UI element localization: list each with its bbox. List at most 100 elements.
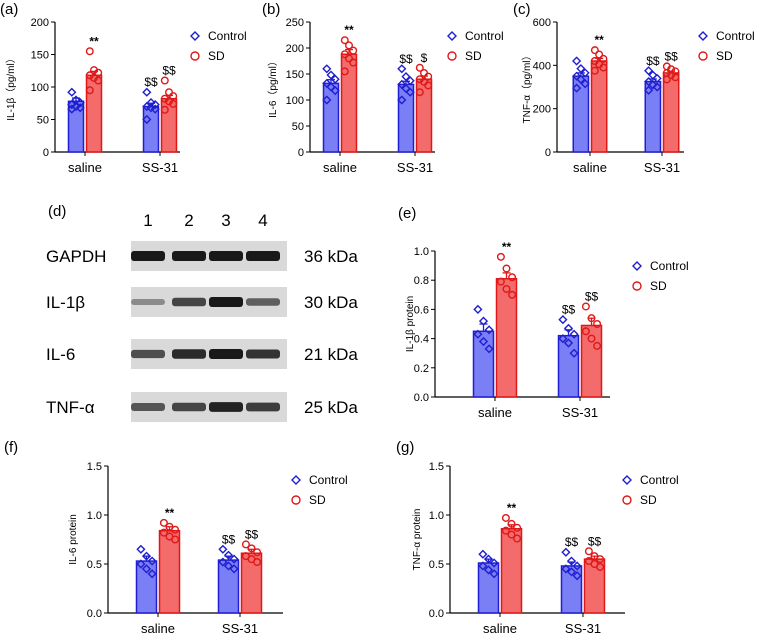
- data-point: [223, 550, 234, 560]
- blot-band: [246, 402, 280, 412]
- data-point: [593, 320, 602, 329]
- chart-b: (b) 0 50 100 150 200 250 IL-6（pg/ml） saline SS-31…: [262, 1, 504, 175]
- y-axis-label: TNF-α protein: [412, 509, 423, 571]
- bar-sd-ss-31: [580, 324, 603, 398]
- data-point: [590, 66, 599, 75]
- data-point: [159, 518, 168, 527]
- significance-label: **: [344, 23, 354, 37]
- data-point: [496, 252, 505, 261]
- data-point: [572, 83, 582, 93]
- y-tick-label: 400: [533, 60, 551, 72]
- x-tick-label: saline: [573, 160, 607, 175]
- y-tick-label: 0.8: [414, 275, 429, 287]
- chart-f: (f) 0.0 0.5 1.0 1.5 IL-6 protein saline SS-31 **…: [4, 439, 348, 636]
- legend-marker-sd: [632, 281, 642, 291]
- x-tick-label: saline: [323, 160, 357, 175]
- data-point: [572, 56, 582, 66]
- data-point: [405, 87, 415, 97]
- bar-control-saline: [135, 560, 158, 614]
- legend-marker-sd: [190, 51, 200, 61]
- bar-control-ss-31: [142, 105, 160, 153]
- y-tick-label: 1.0: [429, 510, 444, 522]
- data-point: [563, 338, 574, 348]
- chart-a: (a) 0 50 100 150 200 IL-1β（pg/ml） saline SS-31 **…: [0, 1, 247, 175]
- blot-band: [172, 402, 206, 412]
- data-point: [473, 304, 483, 314]
- significance-label: **: [165, 506, 175, 520]
- bar-sd-ss-31: [662, 72, 680, 153]
- legend-label: Control: [716, 29, 755, 43]
- data-point: [141, 564, 152, 574]
- legend-marker-control: [447, 31, 457, 41]
- data-point: [160, 105, 169, 114]
- y-tick-label: 100: [286, 95, 304, 107]
- molecular-weight-label: 30 kDa: [304, 293, 358, 312]
- data-point: [218, 544, 228, 554]
- data-point: [652, 73, 662, 83]
- legend-marker-sd: [447, 51, 457, 61]
- data-point: [576, 74, 586, 85]
- data-point: [667, 71, 676, 80]
- y-axis-label: IL-6 protein: [68, 514, 79, 565]
- blot-band: [131, 349, 165, 359]
- y-tick-label: 0: [43, 147, 49, 159]
- significance-label: **: [594, 33, 604, 47]
- data-point: [662, 75, 671, 84]
- protein-label: IL-1β: [46, 293, 85, 312]
- y-tick-label: 0.6: [414, 304, 429, 316]
- data-point: [171, 535, 180, 544]
- significance-label: $$: [399, 52, 413, 66]
- data-point: [171, 525, 180, 534]
- data-point: [405, 76, 415, 86]
- blot-band: [131, 403, 165, 411]
- data-point: [513, 534, 522, 543]
- data-point: [648, 80, 658, 90]
- data-point: [484, 325, 494, 335]
- data-point: [340, 67, 349, 76]
- y-tick-label: 50: [292, 121, 304, 133]
- data-point: [590, 46, 599, 55]
- data-point: [169, 99, 178, 108]
- data-point: [596, 562, 605, 571]
- data-point: [136, 544, 146, 554]
- blot-band: [131, 251, 165, 261]
- legend-label: SD: [309, 493, 326, 507]
- data-point: [67, 87, 77, 97]
- y-axis-label: IL-1β（pg/ml）: [5, 53, 17, 120]
- chart-c: (c) 0 200 400 600 TNF-α（pg/ml） saline SS-31 ** $$…: [513, 1, 755, 175]
- data-point: [397, 95, 407, 105]
- data-point: [147, 556, 157, 566]
- x-tick-label: SS-31: [562, 405, 598, 420]
- legend-marker-control: [622, 475, 632, 485]
- x-tick-label: SS-31: [565, 621, 601, 636]
- significance-label: $$: [144, 75, 158, 89]
- legend-label: SD: [640, 493, 657, 507]
- data-point: [159, 528, 168, 537]
- blot-band: [172, 349, 206, 359]
- blot-band: [246, 349, 280, 359]
- data-point: [566, 567, 577, 577]
- data-point: [136, 559, 146, 569]
- data-point: [644, 76, 654, 87]
- data-point: [596, 555, 605, 564]
- data-point: [85, 47, 94, 56]
- data-point: [572, 71, 582, 81]
- data-point: [330, 86, 340, 96]
- data-point: [349, 58, 358, 67]
- data-point: [558, 334, 568, 344]
- data-point: [558, 315, 568, 325]
- data-point: [502, 264, 511, 273]
- data-point: [160, 76, 169, 85]
- significance-label: **: [89, 34, 99, 48]
- data-point: [241, 540, 250, 549]
- data-point: [587, 314, 596, 323]
- significance-label: $: [421, 51, 428, 65]
- panel-label: (a): [0, 1, 18, 18]
- data-point: [652, 82, 662, 92]
- data-point: [326, 70, 336, 80]
- y-tick-label: 0.0: [429, 608, 444, 620]
- data-point: [330, 74, 340, 84]
- molecular-weight-label: 21 kDa: [304, 345, 358, 364]
- lane-number: 4: [258, 211, 267, 230]
- data-point: [507, 519, 516, 528]
